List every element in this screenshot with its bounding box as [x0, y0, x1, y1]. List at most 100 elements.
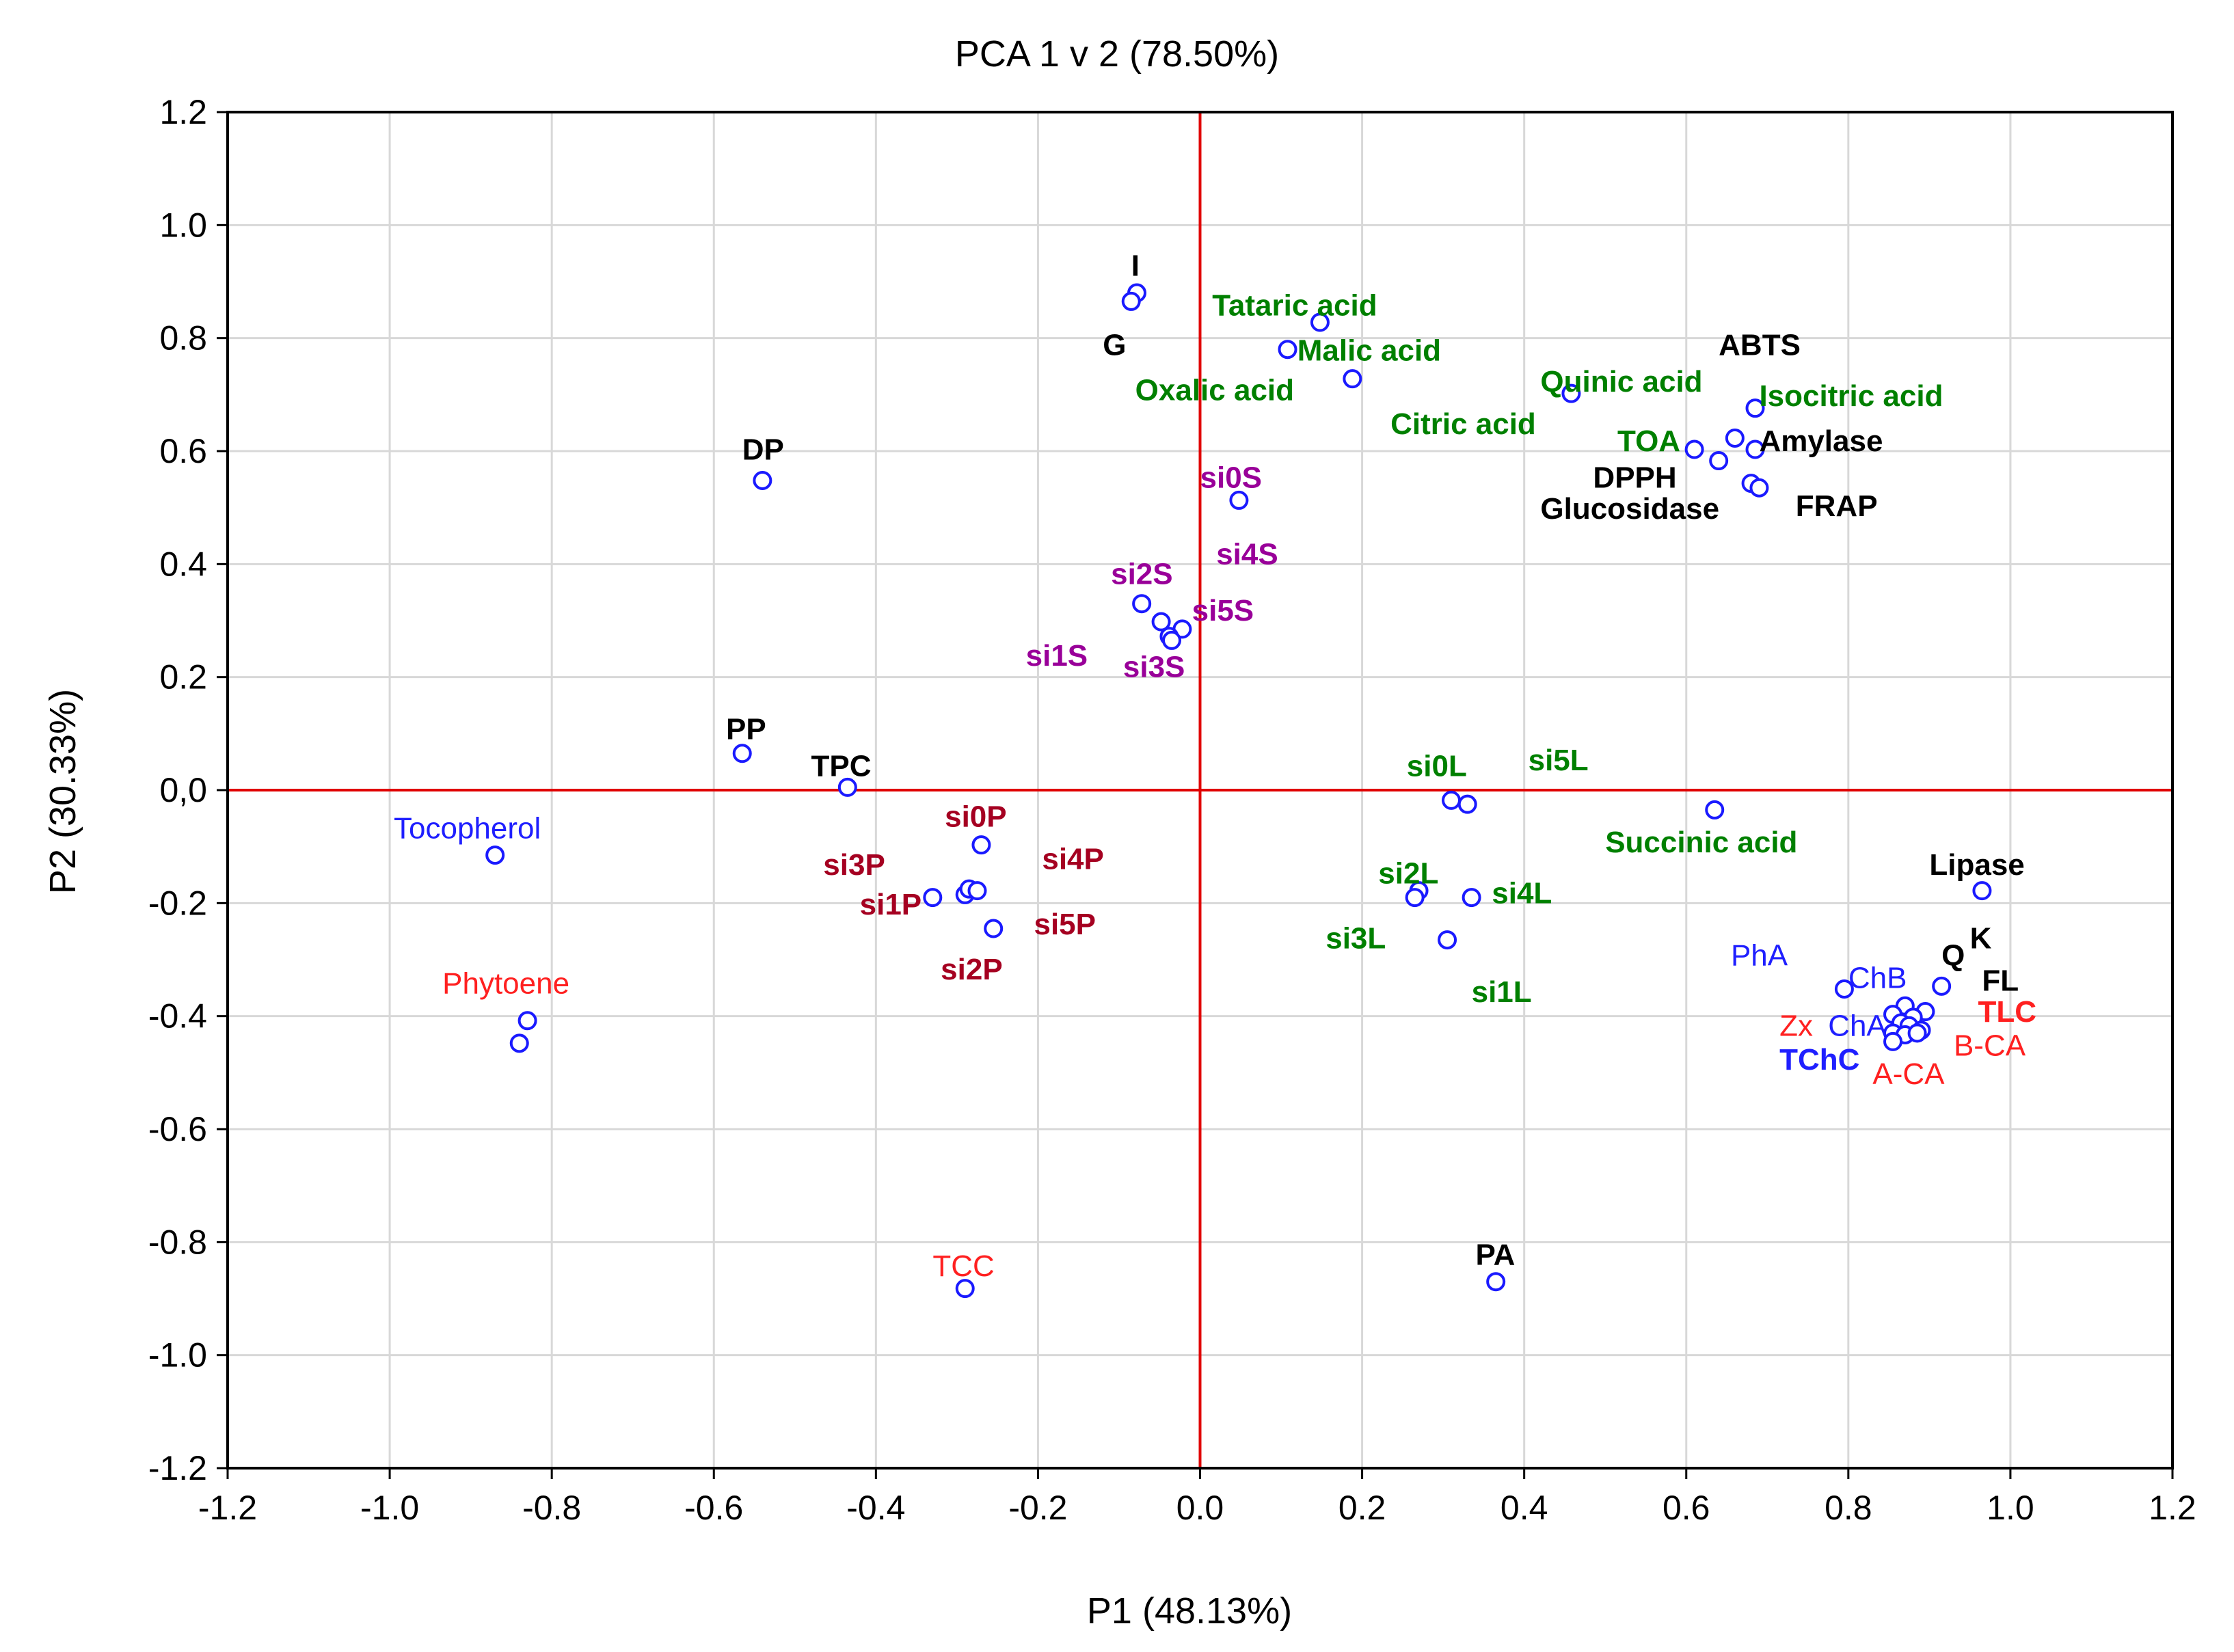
- x-tick-label: -1.0: [360, 1489, 419, 1527]
- chart-title: PCA 1 v 2 (78.50%): [955, 33, 1279, 75]
- point-label: si4P: [1042, 843, 1104, 876]
- point-label: si0S: [1200, 461, 1263, 495]
- x-tick-label: 1.2: [2149, 1489, 2196, 1527]
- y-tick-label: 0.8: [159, 319, 207, 357]
- x-tick-label: 0.8: [1825, 1489, 1872, 1527]
- data-points: [485, 283, 1992, 1299]
- point-label: Glucosidase: [1540, 492, 1719, 526]
- point-label: si5P: [1034, 908, 1096, 941]
- data-point: [1705, 800, 1725, 820]
- point-label: Zx: [1779, 1010, 1813, 1043]
- data-point: [1405, 888, 1425, 908]
- point-label: si2L: [1378, 856, 1438, 890]
- point-label: si3L: [1325, 921, 1386, 955]
- point-label: si2S: [1111, 557, 1173, 591]
- data-point: [967, 881, 987, 901]
- data-point: [1121, 291, 1141, 311]
- data-point: [753, 470, 772, 490]
- data-point: [1745, 439, 1765, 459]
- x-tick-label: 0.2: [1338, 1489, 1386, 1527]
- point-label: si5L: [1529, 744, 1589, 777]
- data-point: [1151, 612, 1171, 632]
- point-label: TCC: [932, 1249, 994, 1283]
- point-label: TChC: [1779, 1043, 1859, 1076]
- data-point: [984, 919, 1004, 938]
- data-point: [1745, 398, 1765, 418]
- point-label: Lipase: [1929, 848, 2024, 882]
- data-point: [1438, 930, 1457, 950]
- point-label: Oxalic acid: [1135, 374, 1294, 407]
- data-point: [1709, 451, 1729, 471]
- data-point: [923, 888, 943, 908]
- data-point: [1561, 383, 1581, 403]
- data-point: [1441, 790, 1461, 810]
- point-label: si3P: [823, 848, 885, 882]
- point-label: Isocitric acid: [1759, 379, 1943, 413]
- point-label: K: [1970, 921, 1992, 955]
- point-label: Quinic acid: [1540, 365, 1702, 398]
- point-label: Citric acid: [1390, 407, 1536, 441]
- point-label: si5S: [1192, 594, 1254, 627]
- data-point: [837, 777, 857, 797]
- y-tick-label: 1.2: [159, 93, 207, 131]
- x-tick-label: 0.6: [1663, 1489, 1710, 1527]
- point-label: Tocopherol: [394, 811, 541, 845]
- point-label: FRAP: [1796, 489, 1878, 523]
- point-label: ChA: [1828, 1010, 1887, 1043]
- point-label: Tataric acid: [1212, 289, 1377, 323]
- point-label: A-CA: [1872, 1057, 1945, 1091]
- point-label: Succinic acid: [1605, 826, 1797, 859]
- point-label: si3S: [1123, 651, 1185, 684]
- x-tick-label: 1.0: [1987, 1489, 2034, 1527]
- data-point: [1343, 369, 1362, 389]
- x-tick-label: 0.4: [1500, 1489, 1548, 1527]
- point-label: PP: [726, 713, 766, 746]
- point-label: Amylase: [1759, 424, 1883, 458]
- y-tick-label: -0.8: [148, 1223, 207, 1261]
- point-label: G: [1103, 328, 1126, 362]
- point-label: si4L: [1492, 876, 1552, 910]
- point-label: DP: [742, 433, 784, 466]
- data-point: [1162, 630, 1182, 650]
- point-label: si0P: [945, 800, 1007, 834]
- x-tick-label: 0.0: [1176, 1489, 1224, 1527]
- data-point: [732, 744, 752, 763]
- point-label: ABTS: [1719, 328, 1801, 362]
- y-tick-label: -0.2: [148, 884, 207, 922]
- point-label: I: [1131, 249, 1140, 283]
- y-tick-label: 0,0: [159, 771, 207, 809]
- data-point: [1462, 888, 1481, 908]
- point-label: TOA: [1617, 424, 1680, 458]
- y-tick-label: -1.0: [148, 1336, 207, 1375]
- point-label: DPPH: [1593, 461, 1676, 495]
- y-axis-label: P2 (30.33%): [42, 689, 83, 894]
- point-label: TPC: [811, 749, 872, 783]
- data-point: [971, 835, 991, 855]
- y-tick-label: -0.4: [148, 997, 207, 1035]
- data-point: [1229, 490, 1249, 510]
- point-label: TLC: [1978, 995, 2037, 1029]
- point-label: si2P: [941, 953, 1003, 986]
- x-axis-label: P1 (48.13%): [1087, 1590, 1292, 1631]
- data-point: [485, 845, 505, 865]
- data-point: [1457, 794, 1477, 814]
- point-label: si1L: [1472, 975, 1532, 1009]
- data-point: [1310, 312, 1330, 332]
- data-point: [1972, 881, 1992, 901]
- y-tick-label: 0.2: [159, 658, 207, 696]
- x-tick-label: -1.2: [198, 1489, 257, 1527]
- point-label: Malic acid: [1297, 334, 1441, 368]
- point-label: si4S: [1216, 537, 1278, 571]
- data-point: [517, 1011, 537, 1031]
- x-tick-label: -0.6: [684, 1489, 743, 1527]
- point-label: si1P: [860, 888, 922, 921]
- point-label: PhA: [1731, 938, 1788, 972]
- tick-labels: -1.2 -1.0 -0.8 -0.6 -0.4 -0.2 0.0 0.2 0.4 0.6 0.8 1…: [148, 93, 2196, 1527]
- data-point: [1883, 1031, 1903, 1051]
- point-label: Q: [1941, 938, 1965, 972]
- point-label: ChB: [1848, 961, 1907, 994]
- y-tick-label: 1.0: [159, 206, 207, 244]
- point-label: PA: [1476, 1238, 1516, 1271]
